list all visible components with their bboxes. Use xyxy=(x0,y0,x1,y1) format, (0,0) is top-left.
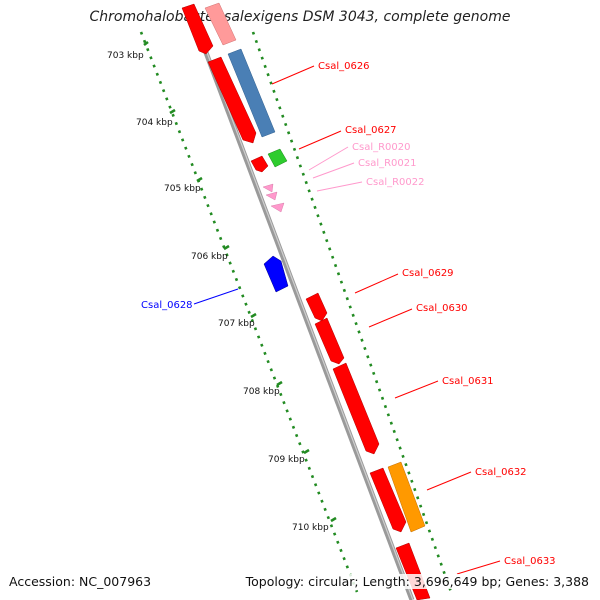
cds-feature-0628[interactable] xyxy=(263,255,289,293)
tick-label: 705 kbp xyxy=(164,184,201,194)
tick-label: 704 kbp xyxy=(136,118,173,128)
features-plus-strand xyxy=(181,2,431,600)
feature-label-r0022[interactable]: Csal_R0022 xyxy=(366,177,425,188)
tick-mark xyxy=(143,40,149,47)
feature-label-0626[interactable]: Csal_0626 xyxy=(318,61,370,72)
tick-mark xyxy=(303,448,310,455)
feature-label-r0020[interactable]: Csal_R0020 xyxy=(352,142,411,153)
cds-feature-0629[interactable] xyxy=(305,292,328,322)
cds-feature-0627[interactable] xyxy=(250,155,269,173)
block-feature-0632[interactable] xyxy=(387,461,426,533)
ncrna-feature-r0021[interactable] xyxy=(265,191,278,201)
leader-line-0626 xyxy=(271,65,315,85)
cds-feature-0630[interactable] xyxy=(314,317,345,365)
feature-label-0628[interactable]: Csal_0628 xyxy=(141,300,193,311)
tick-label: 709 kbp xyxy=(268,455,305,465)
leader-line-0627 xyxy=(298,130,342,150)
accession-text: Accession: NC_007963 xyxy=(9,574,152,589)
tick-label: 707 kbp xyxy=(218,319,255,329)
feature-label-0631[interactable]: Csal_0631 xyxy=(442,376,494,387)
leader-line-0628 xyxy=(193,288,239,305)
tick-mark xyxy=(250,312,257,319)
ruler-right-track xyxy=(251,31,453,593)
genome-backbone-highlight xyxy=(190,9,414,600)
leader-line-0632 xyxy=(426,471,472,491)
tick-mark xyxy=(276,380,283,387)
cds-feature-top-a[interactable] xyxy=(181,3,214,55)
cds-feature-top-b[interactable] xyxy=(204,2,237,46)
feature-label-0627[interactable]: Csal_0627 xyxy=(345,125,397,136)
leader-line-0631 xyxy=(394,380,439,399)
feature-label-0632[interactable]: Csal_0632 xyxy=(475,467,527,478)
leader-line-r0020 xyxy=(308,146,349,171)
tick-label: 706 kbp xyxy=(191,252,228,262)
tick-label: 703 kbp xyxy=(107,51,144,61)
genome-summary-text: Topology: circular; Length: 3,696,649 bp… xyxy=(243,574,589,589)
leader-line-0630 xyxy=(368,308,413,328)
ncrna-feature-r0022[interactable] xyxy=(270,202,285,213)
tick-mark xyxy=(330,516,337,523)
leader-line-0629 xyxy=(354,273,399,294)
tick-label: 710 kbp xyxy=(292,523,329,533)
feature-label-0629[interactable]: Csal_0629 xyxy=(402,268,454,279)
ruler-left-track xyxy=(139,31,359,593)
tick-label: 708 kbp xyxy=(243,387,280,397)
ncrna-feature-r0020[interactable] xyxy=(262,183,274,193)
cds-feature-0626[interactable] xyxy=(207,56,257,144)
genome-backbone xyxy=(187,9,415,600)
label-leaders xyxy=(193,65,501,575)
leader-line-0633 xyxy=(456,560,501,575)
tick-mark xyxy=(169,108,176,115)
leader-line-r0021 xyxy=(312,162,355,179)
trna-feature-0627[interactable] xyxy=(267,148,288,168)
leader-line-r0022 xyxy=(316,181,363,192)
features-other xyxy=(227,48,426,533)
cds-feature-0632[interactable] xyxy=(369,467,407,533)
block-feature-0626[interactable] xyxy=(227,48,276,138)
feature-label-0633[interactable]: Csal_0633 xyxy=(504,556,556,567)
feature-label-0630[interactable]: Csal_0630 xyxy=(416,303,468,314)
feature-label-r0021[interactable]: Csal_R0021 xyxy=(358,158,417,169)
ruler-ticks xyxy=(143,40,337,523)
cds-feature-0631[interactable] xyxy=(332,362,380,455)
tick-mark xyxy=(223,244,230,251)
tick-mark xyxy=(196,176,203,183)
